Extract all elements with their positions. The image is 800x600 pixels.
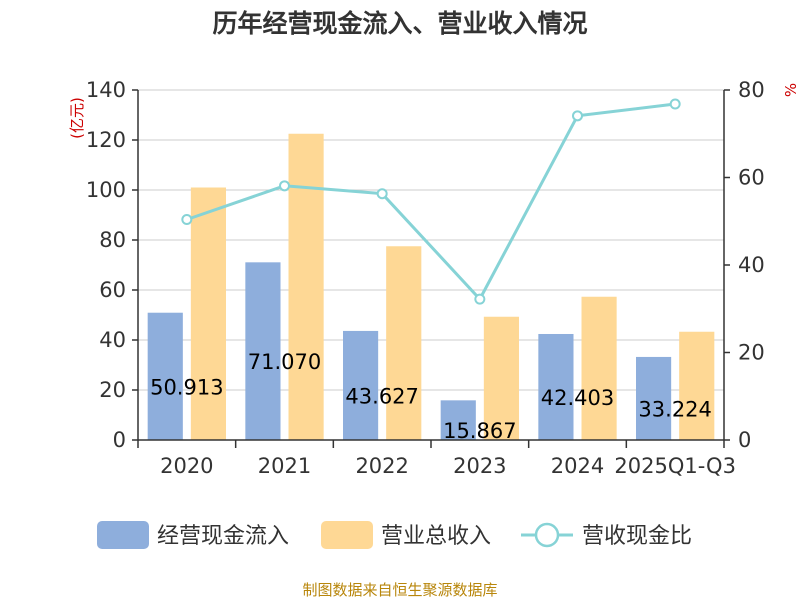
bar-data-label: 43.627 [345, 384, 418, 408]
left-tick-label: 100 [86, 178, 126, 202]
legend-swatch-ratio-marker [534, 522, 560, 548]
ratio-point [376, 188, 388, 200]
bar-data-label: 33.224 [638, 397, 711, 421]
bar-total-revenue [679, 331, 715, 440]
legend-label-cash-inflow: 经营现金流入 [157, 524, 289, 549]
left-tick-label: 0 [113, 428, 126, 452]
x-tick-label: 2022 [355, 454, 408, 478]
x-tick-label: 2024 [551, 454, 604, 478]
axes: 0 20 40 60 80 100 120 140 0 20 40 60 80 2020 2021 2022 2… [86, 78, 765, 478]
left-tick-label: 20 [99, 378, 126, 402]
chart-title: 历年经营现金流入、营业收入情况 [212, 9, 587, 38]
bar-total-revenue [190, 187, 226, 440]
legend: 经营现金流入 营业总收入 营收现金比 [97, 521, 692, 549]
right-tick-label: 80 [738, 78, 765, 102]
bar-data-label: 42.403 [541, 386, 614, 410]
right-axis-unit: % [782, 83, 800, 97]
ratio-line-path [186, 102, 676, 302]
ratio-point [669, 98, 681, 110]
legend-label-ratio: 营收现金比 [582, 524, 692, 549]
grid-lines [138, 89, 724, 391]
bar-total-revenue [581, 296, 617, 440]
bar-data-label: 15.867 [443, 419, 516, 443]
left-tick-label: 120 [86, 128, 126, 152]
x-tick-label: 2021 [258, 454, 311, 478]
x-tick-label: 2023 [453, 454, 506, 478]
right-tick-label: 0 [738, 428, 751, 452]
legend-label-total-revenue: 营业总收入 [381, 524, 491, 549]
bars [147, 133, 715, 440]
legend-swatch-cash-inflow [97, 521, 149, 549]
bar-data-label: 50.913 [150, 375, 223, 399]
bar-cash-inflow [636, 356, 672, 440]
left-tick-label: 140 [86, 78, 126, 102]
right-tick-label: 60 [738, 166, 765, 190]
left-tick-label: 40 [99, 328, 126, 352]
bar-total-revenue [288, 133, 324, 440]
x-tick-label: 2025Q1-Q3 [614, 454, 736, 478]
ratio-point [181, 214, 193, 225]
legend-swatch-total-revenue [321, 521, 373, 549]
ratio-line [181, 98, 681, 305]
left-axis-unit: (亿元) [68, 97, 86, 139]
bar-cash-inflow [538, 333, 574, 440]
bar-cash-inflow [343, 330, 379, 440]
left-tick-label: 60 [99, 278, 126, 302]
source-note: 制图数据来自恒生聚源数据库 [302, 581, 497, 599]
ratio-point [572, 110, 583, 122]
x-tick-label: 2020 [160, 454, 213, 478]
bar-cash-inflow [147, 312, 183, 440]
ratio-point [474, 293, 486, 305]
data-labels: 50.913 71.070 43.627 15.867 42.403 33.224 [150, 350, 712, 443]
bar-total-revenue [483, 316, 519, 440]
bar-cash-inflow [440, 400, 476, 440]
right-tick-label: 20 [738, 341, 765, 365]
right-tick-label: 40 [738, 253, 765, 277]
bar-data-label: 71.070 [248, 350, 321, 374]
bar-cash-inflow [245, 262, 281, 440]
left-tick-label: 80 [99, 228, 126, 252]
ratio-point [279, 180, 290, 192]
bar-total-revenue [386, 246, 422, 440]
